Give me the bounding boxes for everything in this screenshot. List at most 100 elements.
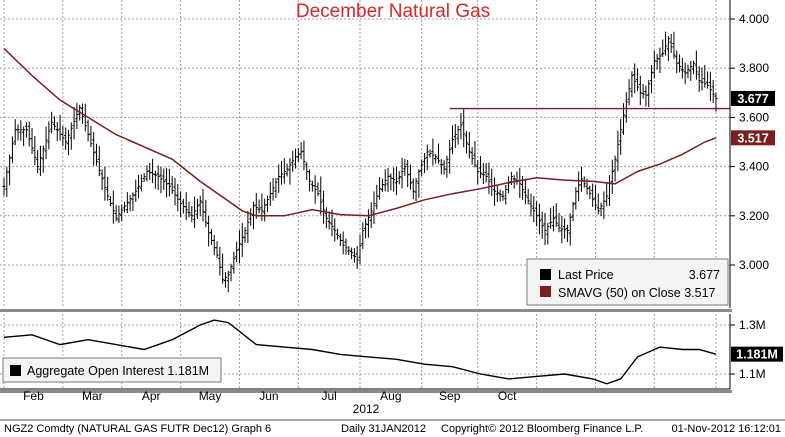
footer-security: NGZ2 Comdty (NATURAL GAS FUTR Dec12) Gra…	[4, 423, 271, 435]
price-bar	[235, 241, 239, 263]
price-bar	[52, 116, 57, 130]
price-bar	[352, 248, 356, 263]
price-bar	[347, 246, 351, 256]
price-bar	[627, 79, 631, 106]
price-bar	[307, 169, 312, 192]
price-bar	[293, 148, 298, 169]
price-bar	[549, 207, 553, 229]
price-bar	[481, 163, 485, 185]
price-bar	[445, 155, 449, 178]
price-bar	[408, 164, 413, 190]
price-bar	[338, 233, 342, 247]
price-bar	[162, 168, 166, 190]
price-bar	[588, 185, 592, 199]
price-bar	[257, 199, 261, 214]
price-bar	[36, 150, 40, 174]
price-bar	[226, 270, 230, 293]
price-bar	[504, 185, 508, 205]
price-bar	[136, 175, 141, 199]
price-bar	[577, 171, 581, 201]
price-bar	[361, 222, 365, 250]
price-bar	[61, 126, 65, 146]
price-bar	[610, 159, 614, 194]
price-bar	[100, 169, 104, 191]
price-bar	[703, 64, 707, 88]
price-bar	[442, 160, 446, 175]
price-bar	[187, 201, 191, 218]
price-bar	[19, 120, 23, 141]
price-bar	[406, 159, 410, 188]
price-bar	[652, 50, 656, 79]
price-bar	[324, 207, 328, 229]
price-bar	[563, 218, 567, 239]
price-bar	[394, 167, 399, 196]
price-bar	[24, 122, 29, 138]
sma-tag-text: 3.517	[737, 131, 768, 145]
price-axis: 3.000 3.200 3.400 3.600 3.800 4.000	[729, 0, 769, 308]
price-bar	[663, 31, 668, 56]
sma-tag: 3.517	[731, 130, 775, 146]
x-tick-label: Jul	[321, 389, 336, 403]
price-bar	[139, 174, 143, 192]
price-bar	[305, 162, 309, 180]
price-bar	[686, 64, 690, 79]
price-bar	[666, 36, 670, 62]
price-bar	[237, 230, 242, 264]
price-bar	[498, 189, 502, 202]
price-bar	[616, 130, 620, 172]
price-bar	[434, 154, 438, 164]
footer-timestamp: 01-Nov-2012 16:12:01	[672, 423, 781, 435]
x-tick-label: Jun	[259, 389, 278, 403]
x-tick-label: Mar	[82, 389, 103, 403]
price-bar	[467, 132, 471, 159]
price-bar	[310, 180, 314, 192]
x-tick-label: Apr	[142, 389, 161, 403]
price-bar	[464, 131, 469, 154]
price-bar	[523, 178, 527, 205]
price-bar	[223, 272, 228, 288]
price-bar	[271, 177, 275, 201]
price-bar	[335, 228, 340, 240]
price-bar	[487, 162, 491, 195]
price-bar	[582, 176, 586, 188]
price-bar	[386, 167, 390, 192]
legend-last-price-value: 3.677	[689, 268, 720, 282]
price-bar	[400, 157, 404, 189]
price-bar	[708, 71, 712, 102]
price-bar	[288, 158, 292, 185]
price-bar	[145, 165, 149, 182]
price-bar	[254, 192, 258, 219]
price-bar	[215, 241, 219, 258]
price-bar	[30, 127, 34, 155]
price-bar	[120, 204, 124, 222]
price-bar	[579, 167, 584, 192]
price-bar	[551, 206, 556, 232]
price-bar	[277, 164, 281, 193]
price-bar	[128, 194, 132, 212]
x-tick-label: May	[199, 389, 222, 403]
last-price-tag: 3.677	[731, 90, 775, 106]
price-bar	[411, 178, 415, 200]
price-bar	[490, 168, 494, 197]
price-bar	[380, 178, 385, 192]
price-bar	[705, 71, 710, 89]
price-bar	[428, 149, 432, 158]
price-bar	[689, 60, 693, 81]
price-bar	[249, 208, 253, 226]
sma-swatch	[540, 286, 551, 297]
price-bar	[422, 152, 427, 173]
price-bar	[619, 118, 623, 155]
price-bar	[38, 145, 43, 176]
price-bar	[403, 159, 407, 176]
price-bar	[75, 102, 79, 130]
chart-title: December Natural Gas	[296, 1, 490, 22]
price-bar	[397, 171, 401, 185]
price-bar	[602, 191, 606, 220]
price-bar	[153, 170, 157, 189]
price-bar	[417, 169, 421, 198]
price-bar	[299, 142, 303, 160]
price-bar	[164, 167, 169, 198]
price-bar	[518, 167, 522, 199]
price-bar	[319, 176, 323, 215]
